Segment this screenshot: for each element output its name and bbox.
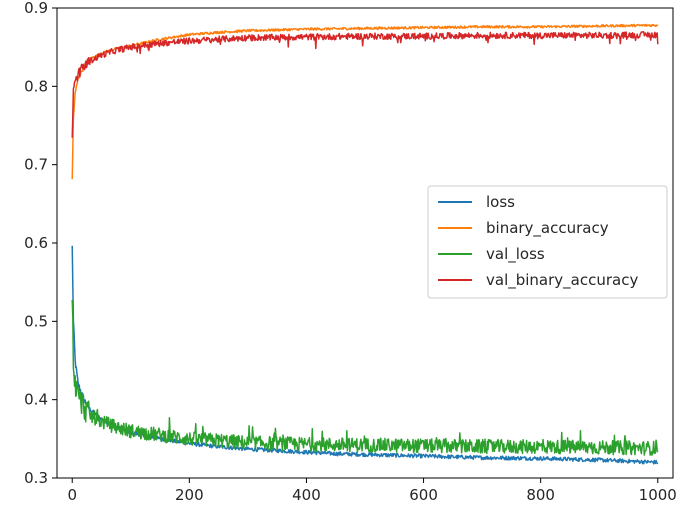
x-tick-label: 0 xyxy=(67,486,77,504)
legend-label-val-binary-accuracy: val_binary_accuracy xyxy=(486,271,638,290)
y-tick-label: 0.3 xyxy=(24,469,48,487)
y-tick-label: 0.5 xyxy=(24,312,48,330)
series-lines xyxy=(71,23,659,465)
legend: loss binary_accuracy val_loss val_binary_ac… xyxy=(427,185,668,299)
x-tick-label: 1000 xyxy=(639,486,677,504)
x-tick-label: 600 xyxy=(409,486,438,504)
legend-box xyxy=(427,185,668,299)
x-tick-label: 400 xyxy=(292,486,321,504)
series-line-val-loss xyxy=(71,299,659,456)
x-tick-label: 200 xyxy=(175,486,204,504)
y-tick-label: 0.4 xyxy=(24,391,48,409)
y-tick-label: 0.7 xyxy=(24,156,48,174)
legend-label-val-loss: val_loss xyxy=(486,245,545,264)
y-tick-label: 0.8 xyxy=(24,77,48,95)
y-tick-label: 0.9 xyxy=(24,0,48,17)
series-line-binary-accuracy xyxy=(71,23,659,180)
series-line-loss xyxy=(71,245,659,465)
x-tick-label: 800 xyxy=(526,486,555,504)
legend-label-binary-accuracy: binary_accuracy xyxy=(486,219,609,238)
y-axis: 0.3 0.4 0.5 0.6 0.7 0.8 0.9 xyxy=(24,0,57,487)
y-tick-label: 0.6 xyxy=(24,234,48,252)
legend-label-loss: loss xyxy=(486,193,515,211)
series-line-val-binary-accuracy xyxy=(71,31,659,138)
x-axis: 0 200 400 600 800 1000 xyxy=(67,478,677,504)
